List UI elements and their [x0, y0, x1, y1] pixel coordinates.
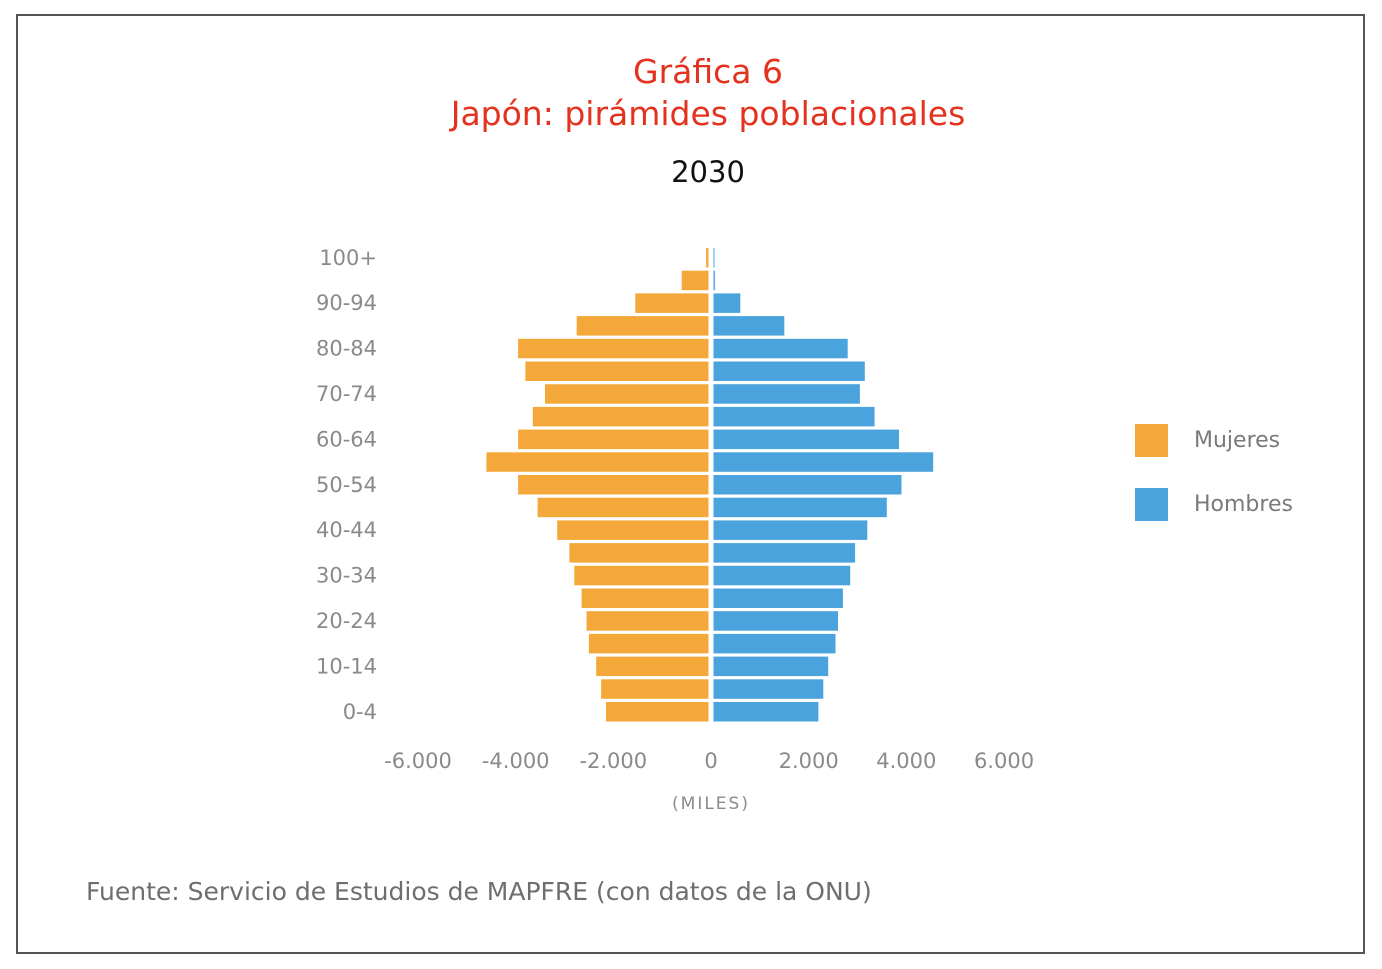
bar-mujeres-50-54: [518, 475, 709, 495]
bar-hombres-30-34: [713, 565, 851, 586]
bar-hombres-35-39: [713, 543, 856, 563]
bar-mujeres-40-44: [557, 520, 709, 540]
bar-hombres-40-44: [713, 520, 868, 540]
x-tick-label: 6.000: [974, 749, 1034, 773]
legend-label-mujeres: Mujeres: [1194, 428, 1281, 453]
legend-item-hombres: Hombres: [1135, 488, 1355, 522]
bar-hombres-20-24: [713, 611, 838, 631]
bar-mujeres-85-89: [576, 316, 709, 336]
bar-hombres-15-19: [713, 633, 836, 654]
bar-mujeres-10-14: [596, 656, 709, 677]
legend-swatch-hombres: [1135, 488, 1168, 521]
bar-mujeres-100+: [706, 248, 709, 268]
y-tick-label: 50-54: [316, 473, 377, 497]
bar-mujeres-95-99: [681, 270, 709, 291]
bar-hombres-100+: [713, 248, 715, 268]
bar-mujeres-25-29: [581, 588, 709, 608]
bar-hombres-55-59: [713, 452, 934, 472]
bar-mujeres-45-49: [537, 497, 709, 518]
y-tick-label: 0-4: [343, 700, 377, 724]
bar-mujeres-20-24: [586, 611, 709, 631]
bar-hombres-25-29: [713, 588, 843, 608]
y-tick-label: 100+: [319, 246, 377, 270]
x-tick-label: -4.000: [482, 749, 550, 773]
legend-item-mujeres: Mujeres: [1135, 424, 1355, 458]
chart-title-line2: Japón: pirámides poblacionales: [450, 94, 966, 133]
bar-hombres-65-69: [713, 406, 875, 427]
y-tick-labels: 100+ 90-94 80-84 70-74 60-64 50-54 40-44 30-34 2…: [316, 246, 377, 724]
y-tick-label: 30-34: [316, 564, 377, 588]
y-tick-label: 80-84: [316, 337, 377, 361]
bar-mujeres-75-79: [525, 361, 709, 381]
bar-hombres-45-49: [713, 497, 887, 518]
bar-mujeres-5-9: [601, 679, 709, 699]
bar-mujeres-35-39: [569, 543, 709, 563]
bar-mujeres-15-19: [588, 633, 709, 654]
bar-hombres-70-74: [713, 384, 860, 404]
bar-hombres-5-9: [713, 679, 824, 699]
bar-mujeres-55-59: [486, 452, 709, 472]
y-tick-label: 40-44: [316, 518, 377, 542]
y-tick-label: 10-14: [316, 654, 377, 678]
bar-hombres-60-64: [713, 429, 899, 450]
y-tick-label: 70-74: [316, 382, 377, 406]
chart-subtitle: 2030: [671, 155, 745, 189]
bar-mujeres-80-84: [518, 338, 709, 359]
bar-mujeres-60-64: [518, 429, 709, 450]
bar-hombres-50-54: [713, 475, 902, 495]
bar-hombres-85-89: [713, 316, 785, 336]
bar-hombres-75-79: [713, 361, 865, 381]
bar-mujeres-70-74: [545, 384, 709, 404]
legend-label-hombres: Hombres: [1194, 492, 1293, 517]
bars-group: [486, 248, 934, 722]
x-tick-label: 0: [704, 749, 717, 773]
x-tick-labels: -6.000 -4.000 -2.000 0 2.000 4.000 6.000: [384, 749, 1034, 773]
x-tick-label: 2.000: [779, 749, 839, 773]
bar-hombres-90-94: [713, 293, 741, 313]
x-tick-label: -6.000: [384, 749, 452, 773]
source-note: Fuente: Servicio de Estudios de MAPFRE (…: [86, 877, 872, 906]
chart-title: Gráfica 6: [633, 52, 783, 91]
legend-swatch-mujeres: [1135, 424, 1168, 457]
bar-mujeres-90-94: [635, 293, 709, 313]
bar-mujeres-0-4: [606, 702, 709, 722]
bar-mujeres-65-69: [532, 406, 709, 427]
bar-hombres-0-4: [713, 702, 819, 722]
bar-hombres-95-99: [713, 270, 715, 291]
y-tick-label: 60-64: [316, 427, 377, 451]
y-tick-label: 20-24: [316, 609, 377, 633]
bar-hombres-10-14: [713, 656, 829, 677]
bar-mujeres-30-34: [574, 565, 709, 586]
x-tick-label: -2.000: [579, 749, 647, 773]
x-axis-label: (MILES): [672, 794, 750, 814]
y-tick-label: 90-94: [316, 291, 377, 315]
x-tick-label: 4.000: [876, 749, 936, 773]
bar-hombres-80-84: [713, 338, 848, 359]
chart-frame: [16, 14, 1365, 954]
